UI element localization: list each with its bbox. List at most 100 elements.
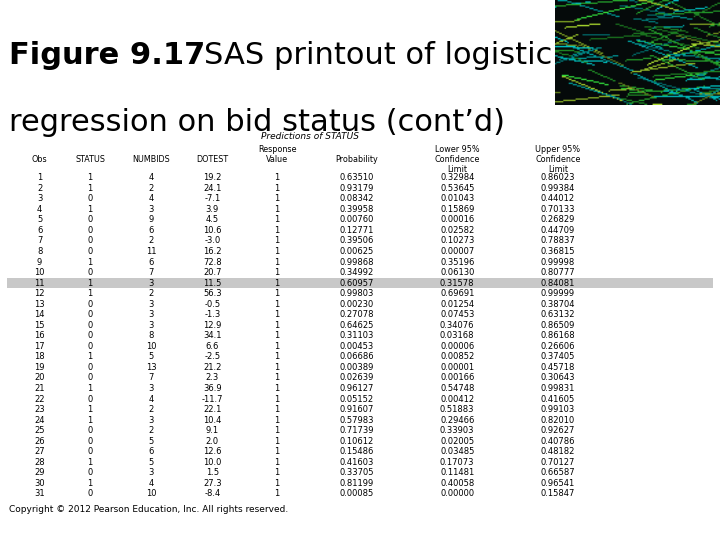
- Text: 13: 13: [146, 363, 156, 372]
- Text: 10: 10: [146, 342, 156, 351]
- Text: 3: 3: [148, 300, 154, 309]
- Text: 1: 1: [274, 310, 280, 319]
- Text: 1: 1: [274, 468, 280, 477]
- Text: Response: Response: [258, 145, 297, 154]
- Text: 0.48182: 0.48182: [541, 447, 575, 456]
- Text: 0.99103: 0.99103: [541, 405, 575, 414]
- Text: 0.26829: 0.26829: [541, 215, 575, 225]
- Text: 0.34076: 0.34076: [440, 321, 474, 330]
- Text: Limit: Limit: [447, 165, 467, 174]
- Text: 0.63510: 0.63510: [339, 173, 374, 182]
- Text: 13: 13: [35, 300, 45, 309]
- Text: 0.51883: 0.51883: [440, 405, 474, 414]
- Text: 5: 5: [148, 437, 154, 445]
- Text: 1: 1: [37, 173, 42, 182]
- Text: 7: 7: [148, 268, 154, 277]
- Text: 0: 0: [87, 395, 93, 403]
- Text: 0.02639: 0.02639: [339, 374, 374, 382]
- Text: 0.99831: 0.99831: [541, 384, 575, 393]
- Text: 1: 1: [274, 363, 280, 372]
- Text: 2: 2: [148, 405, 154, 414]
- Text: -7.1: -7.1: [204, 194, 220, 203]
- Text: 0.60957: 0.60957: [339, 279, 374, 288]
- Text: 0.03168: 0.03168: [440, 332, 474, 340]
- Text: 0.31578: 0.31578: [440, 279, 474, 288]
- Text: Copyright © 2012 Pearson Education, Inc. All rights reserved.: Copyright © 2012 Pearson Education, Inc.…: [9, 505, 288, 514]
- Text: 1: 1: [274, 384, 280, 393]
- Text: 1: 1: [274, 416, 280, 424]
- Text: 0.99868: 0.99868: [339, 258, 374, 267]
- Text: 0.66587: 0.66587: [541, 468, 575, 477]
- Text: 0: 0: [87, 247, 93, 256]
- Text: Obs: Obs: [32, 155, 48, 164]
- Text: 4: 4: [37, 205, 42, 214]
- Text: 1: 1: [274, 258, 280, 267]
- Text: 0: 0: [87, 300, 93, 309]
- Text: 6: 6: [148, 447, 154, 456]
- Text: 0.31103: 0.31103: [339, 332, 374, 340]
- Text: 1: 1: [274, 479, 280, 488]
- Text: 0.34992: 0.34992: [339, 268, 374, 277]
- Text: 2: 2: [37, 184, 42, 193]
- Text: 0.00760: 0.00760: [339, 215, 374, 225]
- Text: 19: 19: [35, 363, 45, 372]
- Text: 1: 1: [274, 321, 280, 330]
- Text: 0: 0: [87, 237, 93, 246]
- Text: 11: 11: [35, 279, 45, 288]
- Text: 0.00389: 0.00389: [339, 363, 374, 372]
- Text: 22: 22: [35, 395, 45, 403]
- Text: 0.54748: 0.54748: [440, 384, 474, 393]
- Text: 5: 5: [148, 458, 154, 467]
- Text: 0: 0: [87, 437, 93, 445]
- Text: 1: 1: [274, 173, 280, 182]
- Text: 10: 10: [35, 268, 45, 277]
- Text: 1: 1: [274, 289, 280, 298]
- Text: 1: 1: [87, 258, 93, 267]
- Text: 12.6: 12.6: [203, 447, 222, 456]
- Text: 36: 36: [642, 508, 678, 532]
- Text: 1: 1: [274, 458, 280, 467]
- Text: 1: 1: [87, 384, 93, 393]
- Text: SAS printout of logistic: SAS printout of logistic: [9, 40, 552, 70]
- Text: Predictions of STATUS: Predictions of STATUS: [261, 132, 359, 141]
- Text: 10.4: 10.4: [203, 416, 222, 424]
- Text: 1: 1: [87, 173, 93, 182]
- Text: 8: 8: [148, 332, 154, 340]
- Text: 0: 0: [87, 194, 93, 203]
- Text: 0: 0: [87, 447, 93, 456]
- Text: 0.10273: 0.10273: [440, 237, 474, 246]
- Text: STATUS: STATUS: [75, 155, 105, 164]
- Text: 11: 11: [146, 247, 156, 256]
- Text: 15: 15: [35, 321, 45, 330]
- Text: 1: 1: [274, 205, 280, 214]
- Text: 3: 3: [37, 194, 42, 203]
- Text: 0: 0: [87, 342, 93, 351]
- Text: 3: 3: [148, 321, 154, 330]
- Text: 24.1: 24.1: [203, 184, 222, 193]
- Text: 3: 3: [148, 468, 154, 477]
- Text: 3: 3: [148, 310, 154, 319]
- Bar: [7, 278, 713, 288]
- Text: 9: 9: [37, 258, 42, 267]
- Text: 0.70127: 0.70127: [541, 458, 575, 467]
- Text: 0.00230: 0.00230: [339, 300, 374, 309]
- Text: 1: 1: [274, 184, 280, 193]
- Text: 3: 3: [148, 384, 154, 393]
- Text: 6: 6: [148, 226, 154, 235]
- Text: 0.86509: 0.86509: [541, 321, 575, 330]
- Text: 4: 4: [148, 479, 154, 488]
- Text: 0.06686: 0.06686: [339, 353, 374, 361]
- Text: 0: 0: [87, 374, 93, 382]
- Text: 0.99384: 0.99384: [541, 184, 575, 193]
- Text: 0.41605: 0.41605: [541, 395, 575, 403]
- Text: 27: 27: [35, 447, 45, 456]
- Text: 9.1: 9.1: [206, 426, 219, 435]
- Text: 0.12771: 0.12771: [339, 226, 374, 235]
- Text: 2.3: 2.3: [206, 374, 219, 382]
- Text: 1: 1: [274, 426, 280, 435]
- Text: 1: 1: [274, 194, 280, 203]
- Text: 1: 1: [274, 447, 280, 456]
- Text: 0.07453: 0.07453: [440, 310, 474, 319]
- Text: 1: 1: [274, 395, 280, 403]
- Text: 6: 6: [37, 226, 42, 235]
